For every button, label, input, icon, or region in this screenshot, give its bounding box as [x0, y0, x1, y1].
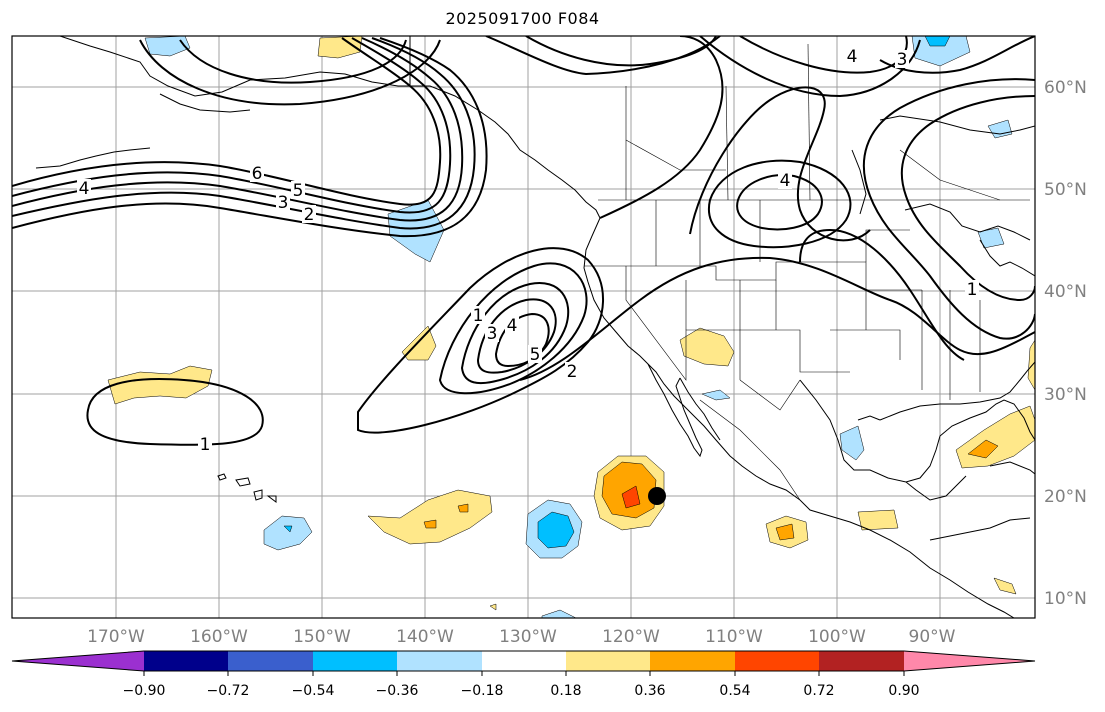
lat-label: 50°N [1044, 180, 1087, 200]
colorbar-extend-min [12, 651, 144, 671]
contour-label: 5 [293, 181, 304, 201]
negative-anomaly-area [283, 525, 293, 533]
map-frame [11, 35, 1036, 619]
positive-anomaly-area [489, 603, 497, 611]
negative-anomaly-area [701, 389, 731, 401]
lon-label: 170°W [87, 627, 145, 647]
contour-lines [12, 36, 1035, 446]
colorbar-tick-label: −0.72 [207, 683, 250, 699]
colorbar-segment [650, 651, 735, 671]
contour-label: 1 [200, 435, 211, 455]
colorbar-segment [397, 651, 482, 671]
positive-anomaly-area [993, 577, 1017, 595]
colorbar-tick-label: −0.54 [292, 683, 335, 699]
colorbar-segment [482, 651, 566, 671]
colorbar-tick-label: 0.36 [634, 683, 665, 699]
colorbar-extend-max [904, 651, 1035, 671]
location-marker [648, 487, 666, 505]
lat-label: 30°N [1044, 385, 1087, 405]
colorbar-segment [313, 651, 397, 671]
colorbar-segment [228, 651, 313, 671]
lat-label: 40°N [1044, 282, 1087, 302]
lat-label: 10°N [1044, 589, 1087, 609]
lon-label: 100°W [808, 627, 866, 647]
positive-anomaly-area [367, 489, 493, 545]
colorbar-tick-label: −0.90 [123, 683, 166, 699]
contour-label: 1 [473, 306, 484, 326]
negative-anomaly-area [537, 511, 575, 549]
lon-label: 140°W [396, 627, 454, 647]
negative-anomaly-area [924, 36, 951, 47]
colorbar-segment [735, 651, 819, 671]
contour-label: 4 [780, 171, 791, 191]
map-title: 2025091700 F084 [445, 9, 600, 28]
political-borders [584, 43, 1030, 501]
positive-anomaly-area [423, 519, 437, 529]
contour-label: 3 [278, 193, 289, 213]
coastlines [35, 36, 1035, 618]
positive-anomaly-area [107, 365, 213, 405]
colorbar-tick-label: 0.72 [803, 683, 834, 699]
contour-label: 3 [487, 324, 498, 344]
lon-label: 130°W [499, 627, 557, 647]
lon-label: 110°W [705, 627, 763, 647]
graticule [12, 36, 1035, 618]
contour-label: 4 [507, 316, 518, 336]
lon-label: 120°W [602, 627, 660, 647]
positive-anomaly-area [621, 485, 641, 509]
positive-anomaly-area [857, 509, 899, 531]
colorbar-tick-label: 0.90 [888, 683, 919, 699]
positive-anomaly-area [1027, 339, 1035, 391]
lat-label: 20°N [1044, 487, 1087, 507]
colorbar-tick-label: 0.18 [550, 683, 581, 699]
anomaly-shading [107, 36, 1035, 618]
lon-label: 90°W [909, 627, 956, 647]
negative-anomaly-area [839, 425, 865, 461]
colorbar: −0.90 −0.72 −0.54 −0.36 −0.18 0.18 0.36 0.54 0.7… [11, 650, 1036, 699]
contour-label: 2 [304, 205, 315, 225]
colorbar-tick-label: 0.54 [719, 683, 750, 699]
contour-label: 4 [847, 47, 858, 67]
longitude-labels: 170°W 160°W 150°W 140°W 130°W 120°W 110°… [87, 627, 956, 647]
contour-label: 6 [252, 164, 263, 184]
contour-label: 1 [967, 280, 978, 300]
positive-anomaly-area [457, 503, 469, 513]
positive-anomaly-area [967, 439, 999, 459]
colorbar-tick-label: −0.18 [461, 683, 504, 699]
positive-anomaly-area [775, 523, 795, 541]
lon-label: 150°W [293, 627, 351, 647]
colorbar-segment [819, 651, 904, 671]
lon-label: 160°W [190, 627, 248, 647]
negative-anomaly-area [541, 609, 577, 618]
lat-label: 60°N [1044, 78, 1087, 98]
contour-label: 3 [897, 50, 908, 70]
contour-label: 5 [530, 345, 541, 365]
positive-anomaly-area [679, 327, 735, 367]
contour-label: 2 [567, 362, 578, 382]
negative-anomaly-area [263, 515, 313, 551]
contour-label-group: 4 6 5 3 2 1 3 4 5 2 4 3 4 1 [77, 47, 979, 455]
colorbar-tick-label: −0.36 [376, 683, 419, 699]
colorbar-segment [144, 651, 228, 671]
colorbar-segment [566, 651, 650, 671]
latitude-labels: 60°N 50°N 40°N 30°N 20°N 10°N [1044, 78, 1087, 609]
contour-label: 4 [79, 179, 90, 199]
